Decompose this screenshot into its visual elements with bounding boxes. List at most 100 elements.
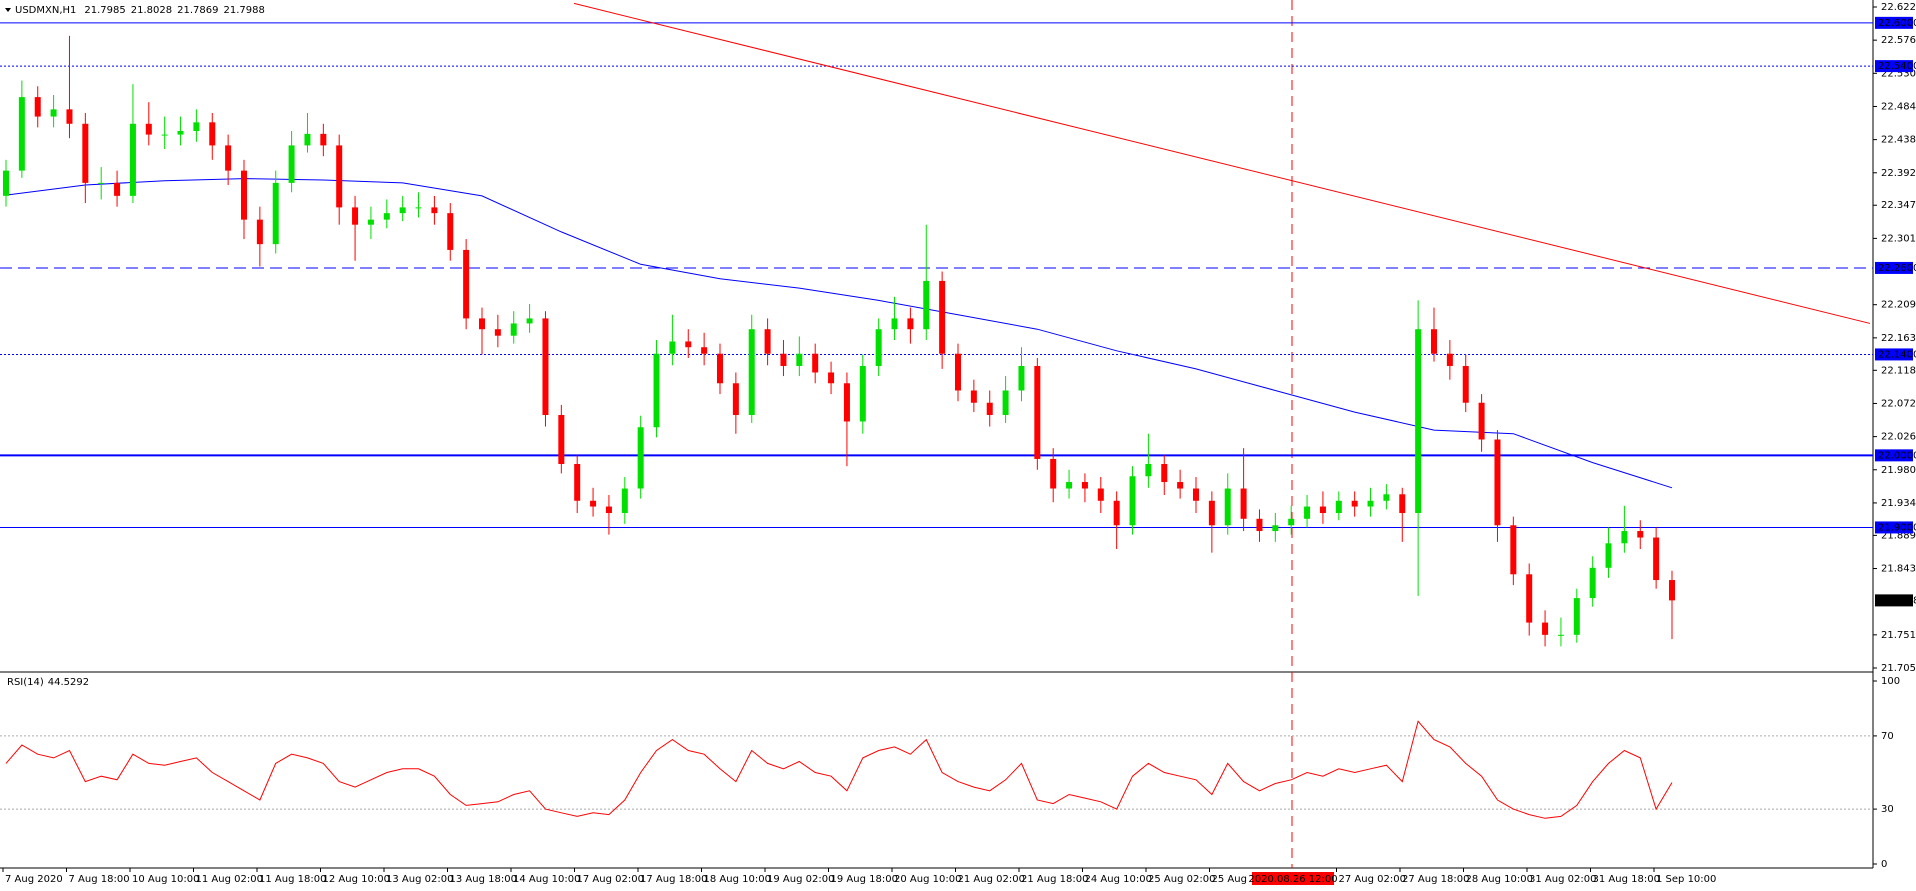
candle-body	[780, 353, 787, 366]
candle-body	[526, 318, 533, 324]
candle-body	[1573, 598, 1580, 635]
candle-body	[129, 123, 136, 196]
candle-body	[970, 390, 977, 403]
x-tick-label: 31 Aug 02:00	[1529, 874, 1596, 885]
candle-body	[1034, 365, 1041, 459]
x-tick-label: 7 Aug 18:00	[69, 874, 130, 885]
rsi-last: 44.5292	[48, 677, 89, 688]
candle-body	[1113, 500, 1120, 526]
candle-body	[923, 280, 930, 330]
rsi-line	[5, 720, 1673, 819]
candle-body	[177, 130, 184, 135]
candle-body	[336, 145, 343, 208]
candle-body	[320, 133, 327, 146]
y-tick-label: 21.7510	[1881, 630, 1916, 641]
candle-body	[114, 182, 121, 196]
candle-body	[1605, 543, 1612, 568]
candle-body	[399, 207, 406, 214]
x-tick-label: 27 Aug 18:00	[1402, 874, 1469, 885]
cursor-label: 2020.08.26 12:00	[1248, 874, 1337, 885]
candle-body	[272, 182, 279, 245]
candle-body	[1542, 622, 1549, 635]
candle-body	[875, 329, 882, 366]
candle-body	[98, 182, 105, 184]
candle-body	[955, 353, 961, 391]
y-tick-label: 22.4380	[1881, 135, 1916, 146]
level-label-bg	[1875, 16, 1913, 29]
x-tick-label: 19 Aug 18:00	[831, 874, 898, 885]
y-tick-label: 22.4840	[1881, 101, 1916, 112]
candle-body	[1462, 365, 1469, 403]
quote-value: 21.8028	[131, 5, 172, 16]
level-label: 22.0000	[1878, 450, 1916, 461]
candle-body	[1050, 458, 1057, 489]
y-tick-label: 22.3920	[1881, 168, 1916, 179]
candle-body	[732, 383, 739, 415]
y-tick-label: 22.5760	[1881, 35, 1916, 46]
y-tick-label: 21.9800	[1881, 465, 1916, 476]
candle-body	[558, 414, 565, 465]
rsi-tick-label: 0	[1881, 859, 1887, 870]
candle-body	[352, 207, 359, 225]
candle-body	[479, 318, 485, 330]
candle-body	[161, 134, 168, 136]
candle-body	[50, 109, 57, 117]
candle-body	[494, 329, 501, 336]
candle-body	[1081, 482, 1088, 489]
moving-average	[5, 178, 1673, 489]
candle-body	[1526, 574, 1533, 623]
candle-body	[1367, 500, 1374, 507]
candle-body	[225, 145, 232, 171]
candle-body	[193, 122, 200, 131]
x-tick-label: 14 Aug 10:00	[513, 874, 580, 885]
candle-body	[145, 123, 152, 135]
rsi-tick-label: 100	[1881, 676, 1900, 687]
x-tick-label: 11 Aug 18:00	[259, 874, 326, 885]
level-label: 21.9000	[1878, 522, 1916, 533]
level-label: 22.6000	[1878, 18, 1916, 29]
candle-body	[383, 213, 390, 220]
candle-body	[1478, 402, 1485, 440]
candle-body	[447, 213, 454, 250]
x-tick-label: 17 Aug 18:00	[640, 874, 707, 885]
x-tick-label: 19 Aug 02:00	[767, 874, 834, 885]
candle-body	[510, 323, 517, 336]
level-label-bg	[1875, 60, 1913, 73]
candle-body	[1399, 494, 1406, 514]
y-tick-label: 22.3010	[1881, 233, 1916, 244]
quote-value: 21.7985	[84, 5, 125, 16]
y-tick-label: 21.9340	[1881, 498, 1916, 509]
level-label: 22.5400	[1878, 61, 1916, 72]
candle-body	[1415, 329, 1422, 514]
candle-body	[653, 353, 660, 428]
y-tick-label: 22.2090	[1881, 300, 1916, 311]
candle-body	[367, 219, 374, 225]
candle-body	[701, 347, 708, 354]
current-price: 21.7988	[1878, 595, 1916, 606]
x-tick-label: 1 Sep 10:00	[1656, 874, 1716, 885]
x-tick-label: 21 Aug 02:00	[958, 874, 1025, 885]
candle-body	[82, 123, 89, 183]
candle-body	[1161, 464, 1168, 483]
y-tick-label: 22.1180	[1881, 365, 1916, 376]
candle-body	[415, 207, 422, 209]
y-tick-label: 21.8890	[1881, 530, 1916, 541]
candle-body	[304, 133, 311, 146]
candle-body	[18, 97, 25, 171]
candle-body	[939, 280, 946, 354]
candle-body	[1208, 500, 1215, 526]
quote-value: 21.7988	[223, 5, 264, 16]
level-label-bg	[1875, 449, 1913, 462]
candle-body	[621, 488, 628, 514]
level-label-bg	[1875, 348, 1913, 361]
candle-body	[1224, 488, 1231, 526]
level-label: 22.1400	[1878, 349, 1916, 360]
x-tick-label: 10 Aug 10:00	[132, 874, 199, 885]
candle-body	[1589, 567, 1596, 599]
trendline	[573, 2, 1871, 324]
level-label-bg	[1875, 261, 1913, 274]
y-tick-label: 22.6220	[1881, 2, 1916, 13]
